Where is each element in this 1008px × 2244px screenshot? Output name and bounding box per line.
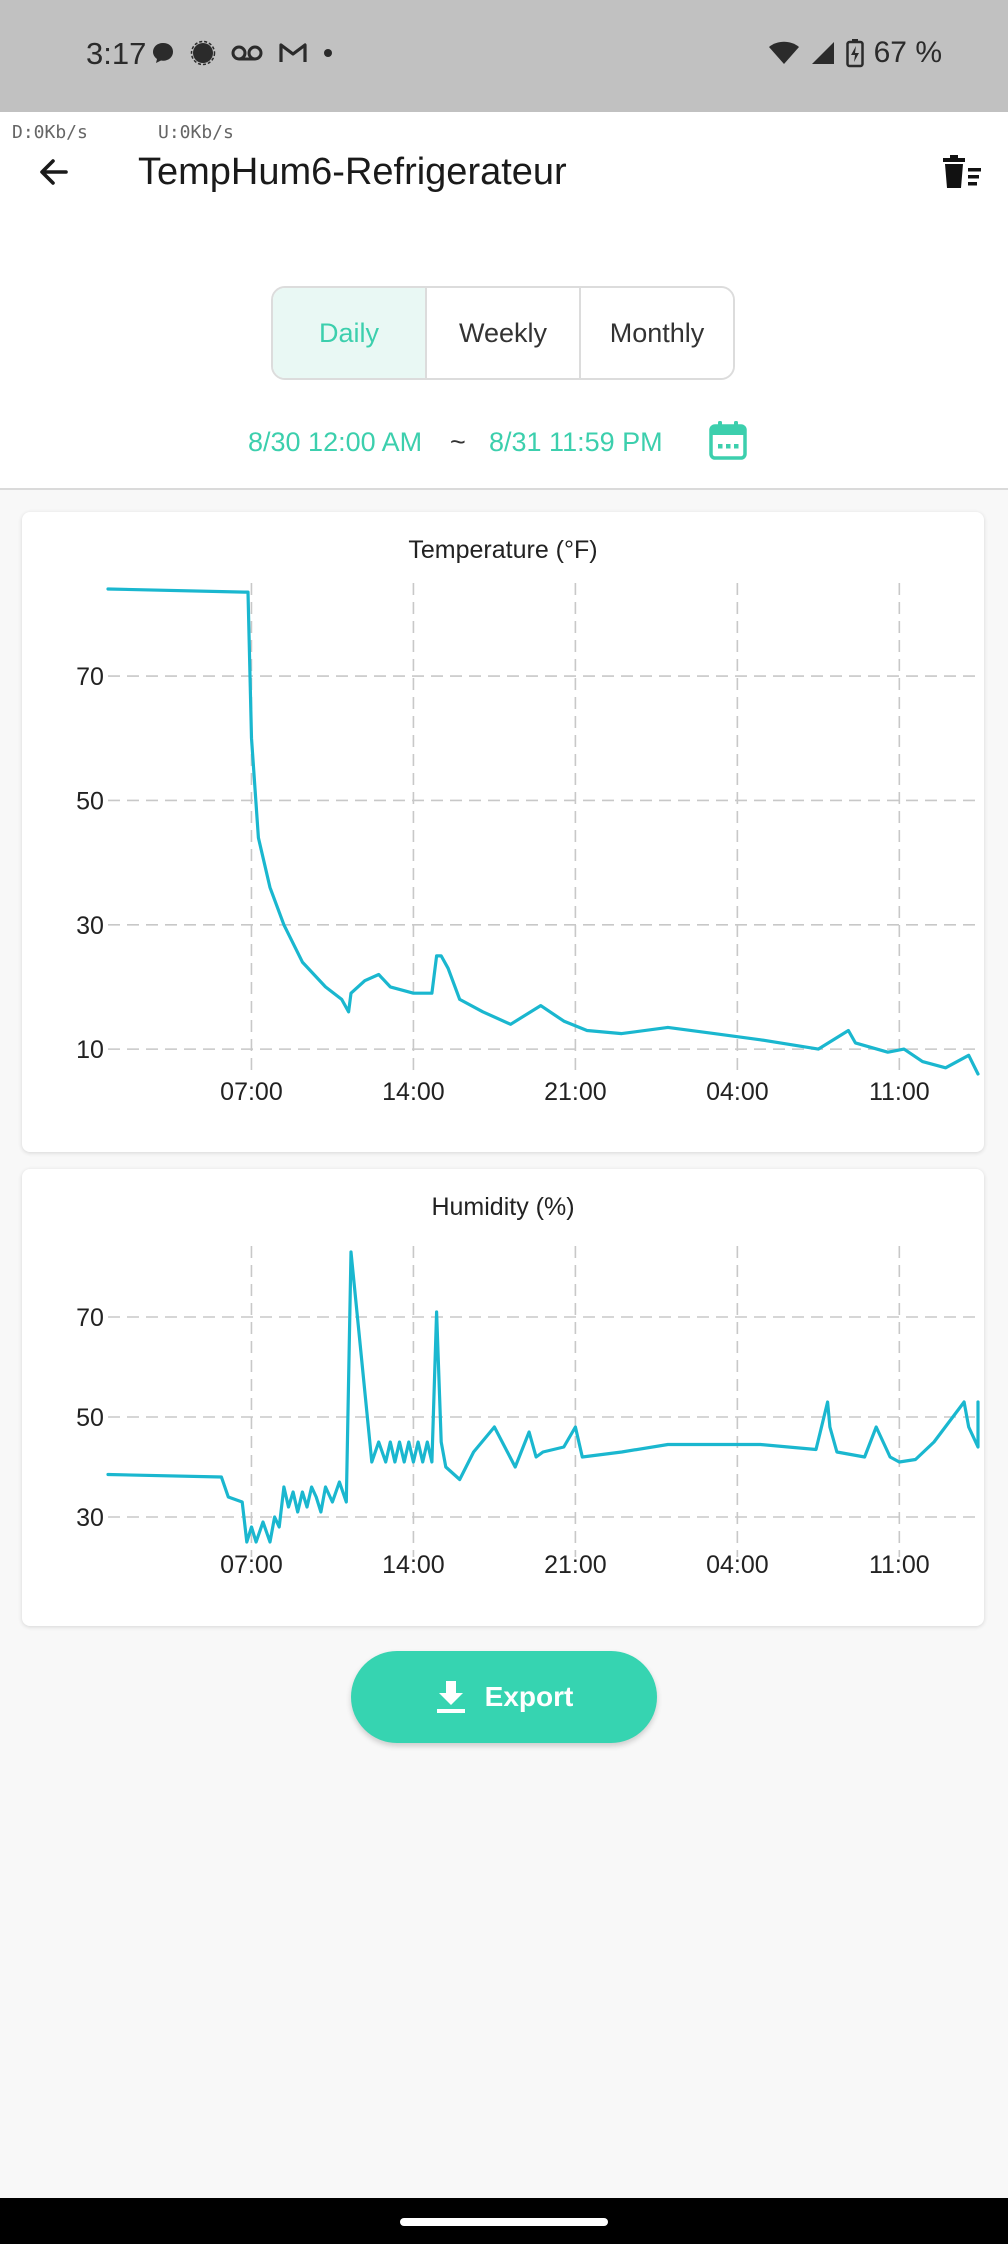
x-tick-label: 04:00 [706, 1078, 769, 1106]
export-button[interactable]: Export [351, 1651, 657, 1743]
system-icons: 67 % [768, 36, 942, 70]
date-separator: ~ [450, 427, 466, 457]
chat-bubble-icon [153, 43, 173, 63]
header-divider [0, 488, 1008, 490]
gmail-icon [279, 43, 307, 62]
status-bar: 3:17 67 % [0, 0, 1008, 112]
humidity-chart-card: Humidity (%) 30 50 70 07:00 14:00 21:00 04:00 11… [22, 1169, 984, 1626]
series-line [106, 1250, 980, 1544]
temperature-chart-card: Temperature (°F) 10 30 50 70 07:00 14:00 21:00 0… [22, 512, 984, 1152]
upload-speed: U:0Kb/s [158, 122, 234, 143]
y-tick-label: 30 [76, 1504, 104, 1532]
x-tick-label: 07:00 [220, 1551, 283, 1579]
dot-icon [324, 49, 332, 57]
navigation-bar [0, 2198, 1008, 2244]
download-speed: D:0Kb/s [12, 122, 88, 143]
date-range-row: 8/30 12:00 AM ~ 8/31 11:59 PM [0, 417, 1008, 467]
calendar-button[interactable] [708, 419, 748, 466]
export-label: Export [484, 1681, 574, 1712]
y-tick-label: 30 [76, 912, 104, 940]
x-tick-label: 14:00 [382, 1551, 445, 1579]
battery-charging-icon [845, 39, 864, 68]
y-tick-label: 10 [76, 1036, 104, 1064]
x-tick-label: 21:00 [544, 1551, 607, 1579]
tab-daily[interactable]: Daily [273, 288, 427, 378]
end-date[interactable]: 8/31 11:59 PM [489, 427, 663, 457]
humidity-chart: Humidity (%) 30 50 70 07:00 14:00 21:00 04:00 11… [76, 1193, 980, 1579]
x-tick-label: 21:00 [544, 1078, 607, 1106]
trash-list-icon [943, 155, 981, 188]
y-tick-label: 70 [76, 1304, 104, 1332]
status-time: 3:17 [86, 36, 147, 71]
x-tick-label: 11:00 [869, 1551, 930, 1579]
start-date[interactable]: 8/30 12:00 AM [248, 427, 423, 457]
app-header: D:0Kb/s U:0Kb/s TempHum6-Refrigerateur D… [0, 112, 1008, 490]
cell-signal-icon [811, 42, 834, 64]
x-tick-label: 14:00 [382, 1078, 445, 1106]
tab-monthly[interactable]: Monthly [581, 288, 733, 378]
download-icon [436, 1681, 465, 1713]
page-title: TempHum6-Refrigerateur [138, 151, 567, 193]
chart-title: Humidity (%) [431, 1193, 574, 1221]
battery-percent: 67 % [873, 36, 942, 69]
voicemail-icon [231, 45, 263, 61]
signal-app-icon [190, 40, 216, 66]
y-tick-label: 50 [76, 1404, 104, 1432]
chart-title: Temperature (°F) [408, 536, 597, 564]
x-tick-label: 04:00 [706, 1551, 769, 1579]
y-tick-label: 50 [76, 787, 104, 815]
calendar-icon [709, 421, 747, 460]
tab-weekly[interactable]: Weekly [427, 288, 581, 378]
period-selector: Daily Weekly Monthly [271, 286, 735, 380]
arrow-left-icon [40, 159, 68, 185]
home-gesture-handle[interactable] [400, 2218, 608, 2226]
back-button[interactable] [30, 148, 78, 196]
notification-icons [150, 40, 334, 66]
series-line [106, 587, 980, 1076]
wifi-icon [768, 41, 799, 64]
y-tick-label: 70 [76, 663, 104, 691]
x-tick-label: 11:00 [869, 1078, 930, 1106]
temperature-chart: Temperature (°F) 10 30 50 70 07:00 14:00 21:00 0… [76, 536, 980, 1106]
x-tick-label: 07:00 [220, 1078, 283, 1106]
delete-button[interactable] [938, 148, 986, 196]
